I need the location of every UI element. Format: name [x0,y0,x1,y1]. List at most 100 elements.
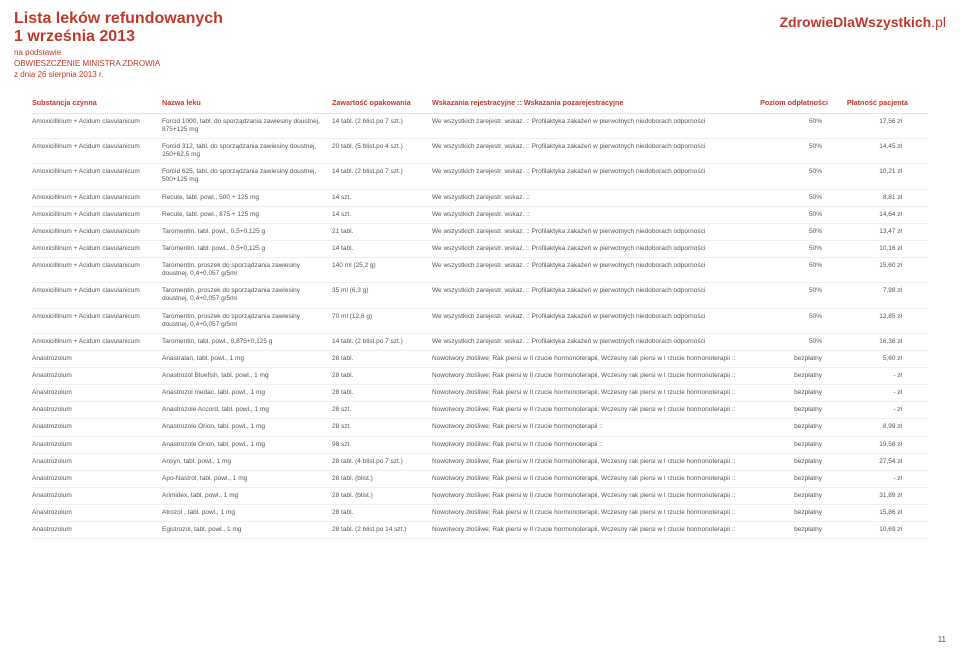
cell-pack: 28 tabl. (blist.) [332,475,432,483]
cell-patient: - zł [828,372,908,380]
table-row: AnastrozolumArimidex, tabl. powl., 1 mg2… [32,488,928,505]
cell-drug: Forcid 1000, tabl. do sporządzania zawie… [162,118,332,134]
cell-substance: Anastrozolum [32,355,162,363]
cell-pack: 28 tabl. [332,389,432,397]
subtitle-line1: na podstawie [14,48,946,58]
cell-substance: Amoxicillinum + Acidum clavulanicum [32,168,162,176]
cell-substance: Amoxicillinum + Acidum clavulanicum [32,262,162,270]
cell-patient: 15,86 zł [828,509,908,517]
cell-patient: 5,60 zł [828,355,908,363]
table-row: Amoxicillinum + Acidum clavulanicumTarom… [32,224,928,241]
table-row: Amoxicillinum + Acidum clavulanicumForci… [32,139,928,164]
cell-copay: 50% [742,338,828,346]
cell-drug: Anastrozole Accord, tabl. powl., 1 mg [162,406,332,414]
cell-pack: 14 tabl. [332,245,432,253]
cell-indic: We wszystkich zarejestr. wskaz. :: Profi… [432,228,742,236]
cell-indic: Nowotwory złośliwe; Rak piersi w II rzuc… [432,509,742,517]
cell-indic: We wszystkich zarejestr. wskaz. :: Profi… [432,245,742,253]
cell-indic: We wszystkich zarejestr. wskaz. :: Profi… [432,143,742,151]
cell-substance: Anastrozolum [32,526,162,534]
cell-pack: 14 tabl. (2 blist.po 7 szt.) [332,168,432,176]
cell-drug: Anastrozol Bluefish, tabl. powl., 1 mg [162,372,332,380]
col-header-copay: Poziom odpłatności [742,98,828,107]
cell-copay: 50% [742,194,828,202]
table-row: AnastrozolumAnastrozole Orion, tabl. pow… [32,437,928,454]
cell-drug: Forcid 312, tabl. do sporządzania zawies… [162,143,332,159]
cell-copay: bezpłatny [742,389,828,397]
table-body: Amoxicillinum + Acidum clavulanicumForci… [32,114,928,540]
brand-left: ZdrowieDlaWszystkich [780,14,932,30]
cell-indic: Nowotwory złośliwe; Rak piersi w II rzuc… [432,441,742,449]
cell-substance: Amoxicillinum + Acidum clavulanicum [32,287,162,295]
table-row: AnastrozolumAnastrozole Orion, tabl. pow… [32,419,928,436]
table-row: Amoxicillinum + Acidum clavulanicumRecut… [32,207,928,224]
cell-substance: Amoxicillinum + Acidum clavulanicum [32,211,162,219]
table-row: Amoxicillinum + Acidum clavulanicumTarom… [32,283,928,308]
cell-copay: bezpłatny [742,492,828,500]
col-header-drug: Nazwa leku [162,98,332,107]
cell-pack: 28 tabl. [332,355,432,363]
cell-drug: Recute, tabl. powl., 500 + 125 mg [162,194,332,202]
cell-pack: 28 szt. [332,423,432,431]
cell-pack: 28 tabl. (blist.) [332,492,432,500]
table-row: Amoxicillinum + Acidum clavulanicumTarom… [32,241,928,258]
cell-copay: bezpłatny [742,441,828,449]
cell-indic: We wszystkich zarejestr. wskaz. :: Profi… [432,338,742,346]
cell-patient: 7,98 zł [828,287,908,295]
page-header: Lista leków refundowanych 1 września 201… [0,0,960,88]
cell-pack: 14 szt. [332,211,432,219]
table-header-row: Substancja czynna Nazwa leku Zawartość o… [32,88,928,114]
cell-patient: 14,64 zł [828,211,908,219]
cell-pack: 14 tabl. (2 blist.po 7 szt.) [332,338,432,346]
brand-right: .pl [931,14,946,30]
cell-substance: Anastrozolum [32,372,162,380]
cell-pack: 140 ml (25,2 g) [332,262,432,270]
cell-indic: We wszystkich zarejestr. wskaz. :: [432,211,742,219]
cell-indic: Nowotwory złośliwe; Rak piersi w II rzuc… [432,423,742,431]
cell-patient: 19,58 zł [828,441,908,449]
col-header-patient: Płatność pacjenta [828,98,908,107]
cell-copay: 50% [742,313,828,321]
cell-substance: Amoxicillinum + Acidum clavulanicum [32,245,162,253]
cell-drug: Taromentin, tabl. powl., 0,5+0,125 g [162,228,332,236]
cell-drug: Taromentin, tabl. powl., 0,5+0,125 g [162,245,332,253]
site-brand: ZdrowieDlaWszystkich.pl [780,14,947,30]
cell-drug: Taromentin, proszek do sporządzania zawi… [162,262,332,278]
cell-indic: Nowotwory złośliwe; Rak piersi w II rzuc… [432,526,742,534]
cell-pack: 20 tabl. (5 blist.po 4 szt.) [332,143,432,151]
cell-copay: 50% [742,118,828,126]
cell-copay: bezpłatny [742,509,828,517]
cell-substance: Amoxicillinum + Acidum clavulanicum [32,228,162,236]
cell-patient: 10,69 zł [828,526,908,534]
cell-patient: 16,36 zł [828,338,908,346]
title-line2: 1 września 2013 [14,28,946,46]
cell-copay: bezpłatny [742,458,828,466]
col-header-pack: Zawartość opakowania [332,98,432,107]
cell-substance: Amoxicillinum + Acidum clavulanicum [32,338,162,346]
cell-patient: 8,81 zł [828,194,908,202]
cell-substance: Anastrozolum [32,406,162,414]
cell-indic: We wszystkich zarejestr. wskaz. :: Profi… [432,118,742,126]
cell-drug: Arimidex, tabl. powl., 1 mg [162,492,332,500]
cell-substance: Amoxicillinum + Acidum clavulanicum [32,313,162,321]
cell-indic: Nowotwory złośliwe; Rak piersi w II rzuc… [432,389,742,397]
subtitle-line2: OBWIESZCZENIE MINISTRA ZDROWIA [14,59,946,69]
cell-indic: We wszystkich zarejestr. wskaz. :: Profi… [432,168,742,176]
cell-drug: Forcid 625, tabl. do sporządzania zawies… [162,168,332,184]
cell-pack: 14 tabl. (2 blist.po 7 szt.) [332,118,432,126]
cell-drug: Anastrozole Orion, tabl. powl., 1 mg [162,441,332,449]
cell-substance: Anastrozolum [32,441,162,449]
cell-copay: bezpłatny [742,372,828,380]
table-row: Amoxicillinum + Acidum clavulanicumTarom… [32,258,928,283]
cell-copay: 50% [742,168,828,176]
cell-drug: Ansyn, tabl. powl., 1 mg [162,458,332,466]
cell-patient: 27,54 zł [828,458,908,466]
cell-indic: We wszystkich zarejestr. wskaz. :: Profi… [432,262,742,270]
cell-substance: Anastrozolum [32,492,162,500]
cell-patient: 17,56 zł [828,118,908,126]
cell-patient: 10,16 zł [828,245,908,253]
cell-indic: Nowotwory złośliwe; Rak piersi w II rzuc… [432,372,742,380]
cell-pack: 28 tabl. (4 blist.po 7 szt.) [332,458,432,466]
cell-indic: We wszystkich zarejestr. wskaz. :: Profi… [432,287,742,295]
cell-drug: Recute, tabl. powl., 875 + 125 mg [162,211,332,219]
